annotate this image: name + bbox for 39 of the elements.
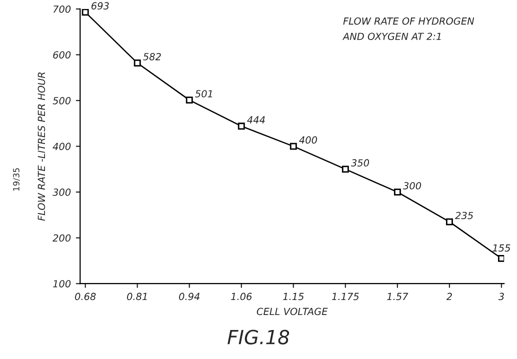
- y-axis-title: FLOW RATE -LITRES PER HOUR: [38, 72, 46, 221]
- point: [238, 122, 245, 130]
- data-label: 400: [299, 136, 318, 144]
- y-tick-label: 200: [52, 234, 71, 242]
- x-tick-label: 1.06: [231, 292, 252, 300]
- data-label: 300: [403, 182, 422, 190]
- data-label: 350: [351, 159, 370, 167]
- y-tick-label: 300: [52, 188, 71, 196]
- point: [394, 188, 401, 196]
- x-tick-label: 1.175: [332, 292, 359, 300]
- data-label: 582: [143, 52, 161, 60]
- x-axis-title: CELL VOLTAGE: [256, 308, 328, 316]
- point: [446, 218, 453, 226]
- text: 19/35: [13, 168, 20, 191]
- point: [290, 142, 297, 150]
- point: [82, 8, 89, 16]
- point: [186, 96, 193, 104]
- text: FLOW RATE OF HYDROGEN AND OXYGEN AT 2:1: [342, 17, 474, 40]
- x-tick-label: 0.81: [127, 292, 147, 300]
- x-tick-label: 2: [446, 292, 452, 300]
- y-tick-label: 500: [52, 97, 71, 104]
- x-tick-label: 0.94: [179, 292, 200, 300]
- x-tick-label: 1.15: [283, 292, 304, 300]
- y-tick-label: 400: [52, 142, 71, 150]
- y-tick-label: 100: [53, 280, 71, 288]
- data-label: 155: [492, 244, 510, 252]
- x-tick-label: 0.68: [75, 292, 96, 300]
- data-label: 235: [455, 212, 474, 220]
- point: [342, 166, 349, 173]
- data-label: 444: [247, 116, 265, 124]
- data-label: 501: [195, 90, 212, 98]
- caption: FIG.18: [228, 330, 290, 344]
- x-tick-label: 1.57: [387, 292, 408, 300]
- data-label: 693: [92, 2, 109, 10]
- y-tick-label: 600: [53, 51, 71, 59]
- y-tick-label: 700: [53, 5, 71, 13]
- x-tick-label: 3: [498, 292, 504, 300]
- point: [498, 254, 504, 262]
- point: [134, 60, 141, 66]
